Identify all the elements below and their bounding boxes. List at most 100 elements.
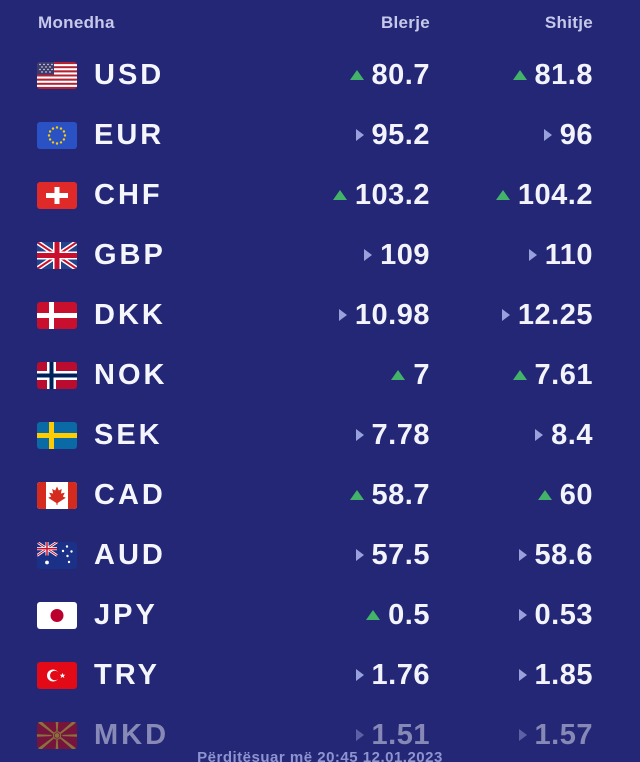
- table-row[interactable]: AUD 57.5 58.6: [0, 525, 640, 585]
- buy-cell: 58.7: [270, 479, 430, 512]
- sell-value: 104.2: [517, 178, 593, 211]
- table-row[interactable]: CHF 103.2 104.2: [0, 165, 640, 225]
- eur-flag-icon: [37, 121, 77, 149]
- currency-code: GBP: [94, 238, 166, 271]
- currency-cell: CHF: [37, 179, 270, 212]
- trend-steady-icon: [518, 549, 527, 561]
- buy-cell: 1.51: [270, 719, 430, 752]
- trend-steady-icon: [355, 429, 364, 441]
- trend-up-icon: [349, 490, 364, 500]
- currency-code: SEK: [94, 418, 163, 451]
- sell-cell: 8.4: [430, 419, 593, 452]
- sek-flag-icon: [37, 421, 77, 449]
- buy-cell: 57.5: [270, 539, 430, 572]
- table-row[interactable]: NOK 7 7.61: [0, 345, 640, 405]
- sell-value: 58.6: [534, 538, 593, 571]
- mkd-flag-icon: [37, 721, 77, 749]
- sell-cell: 110: [430, 239, 593, 272]
- sell-value: 60: [559, 478, 593, 511]
- sell-cell: 1.57: [430, 719, 593, 752]
- table-row[interactable]: EUR 95.2 96: [0, 105, 640, 165]
- currency-cell: JPY: [37, 599, 270, 632]
- buy-cell: 0.5: [270, 599, 430, 632]
- trend-steady-icon: [355, 729, 364, 741]
- buy-value: 7.78: [371, 418, 430, 451]
- aud-flag-icon: [37, 541, 77, 569]
- currency-cell: SEK: [37, 419, 270, 452]
- table-row[interactable]: DKK 10.98 12.25: [0, 285, 640, 345]
- currency-cell: TRY: [37, 659, 270, 692]
- buy-cell: 103.2: [270, 179, 430, 212]
- buy-cell: 95.2: [270, 119, 430, 152]
- trend-steady-icon: [364, 249, 373, 261]
- currency-cell: MKD: [37, 719, 270, 752]
- nok-flag-icon: [37, 361, 77, 389]
- cad-flag-icon: [37, 481, 77, 509]
- trend-steady-icon: [518, 669, 527, 681]
- trend-steady-icon: [355, 549, 364, 561]
- trend-up-icon: [349, 70, 364, 80]
- buy-cell: 109: [270, 239, 430, 272]
- buy-value: 58.7: [371, 478, 430, 511]
- buy-value: 80.7: [371, 58, 430, 91]
- buy-value: 57.5: [371, 538, 430, 571]
- sell-value: 1.85: [534, 658, 593, 691]
- table-row[interactable]: GBP 109 110: [0, 225, 640, 285]
- table-row[interactable]: USD 80.7 81.8: [0, 45, 640, 105]
- sell-value: 7.61: [534, 358, 593, 391]
- jpy-flag-icon: [37, 601, 77, 629]
- trend-steady-icon: [535, 429, 544, 441]
- buy-value: 7: [413, 358, 430, 391]
- buy-cell: 7: [270, 359, 430, 392]
- table-row[interactable]: JPY 0.5 0.53: [0, 585, 640, 645]
- buy-value: 1.51: [371, 718, 430, 751]
- currency-cell: EUR: [37, 119, 270, 152]
- buy-value: 103.2: [354, 178, 430, 211]
- trend-steady-icon: [338, 309, 347, 321]
- try-flag-icon: [37, 661, 77, 689]
- currency-code: CAD: [94, 478, 166, 511]
- currency-cell: CAD: [37, 479, 270, 512]
- sell-cell: 81.8: [430, 59, 593, 92]
- sell-cell: 96: [430, 119, 593, 152]
- sell-cell: 12.25: [430, 299, 593, 332]
- currency-code: JPY: [94, 598, 158, 631]
- trend-up-icon: [512, 370, 527, 380]
- currency-cell: NOK: [37, 359, 270, 392]
- table-header: Monedha Blerje Shitje: [0, 0, 640, 45]
- currency-code: USD: [94, 58, 165, 91]
- rates-table-body: USD 80.7 81.8 EUR 95.2 96 CHF: [0, 45, 640, 762]
- sell-cell: 58.6: [430, 539, 593, 572]
- sell-value: 8.4: [551, 418, 593, 451]
- table-row[interactable]: TRY 1.76 1.85: [0, 645, 640, 705]
- header-currency-label: Monedha: [38, 13, 115, 32]
- trend-up-icon: [391, 370, 406, 380]
- table-row[interactable]: MKD 1.51 1.57: [0, 705, 640, 762]
- dkk-flag-icon: [37, 301, 77, 329]
- buy-cell: 1.76: [270, 659, 430, 692]
- table-row[interactable]: SEK 7.78 8.4: [0, 405, 640, 465]
- sell-cell: 0.53: [430, 599, 593, 632]
- sell-cell: 7.61: [430, 359, 593, 392]
- usd-flag-icon: [37, 61, 77, 89]
- currency-code: DKK: [94, 298, 166, 331]
- trend-steady-icon: [518, 609, 527, 621]
- currency-cell: DKK: [37, 299, 270, 332]
- header-sell-label: Shitje: [544, 13, 593, 32]
- buy-value: 95.2: [371, 118, 430, 151]
- sell-value: 12.25: [517, 298, 593, 331]
- sell-value: 110: [544, 238, 593, 271]
- buy-value: 10.98: [354, 298, 430, 331]
- header-buy-label: Blerje: [380, 13, 430, 32]
- sell-value: 1.57: [534, 718, 593, 751]
- trend-up-icon: [495, 190, 510, 200]
- buy-cell: 80.7: [270, 59, 430, 92]
- sell-value: 96: [559, 118, 593, 151]
- table-row[interactable]: CAD 58.7 60: [0, 465, 640, 525]
- last-updated-text: Përditësuar më 20:45 12.01.2023: [197, 749, 443, 762]
- trend-steady-icon: [528, 249, 537, 261]
- buy-value: 1.76: [371, 658, 430, 691]
- currency-code: CHF: [94, 178, 163, 211]
- trend-up-icon: [366, 610, 381, 620]
